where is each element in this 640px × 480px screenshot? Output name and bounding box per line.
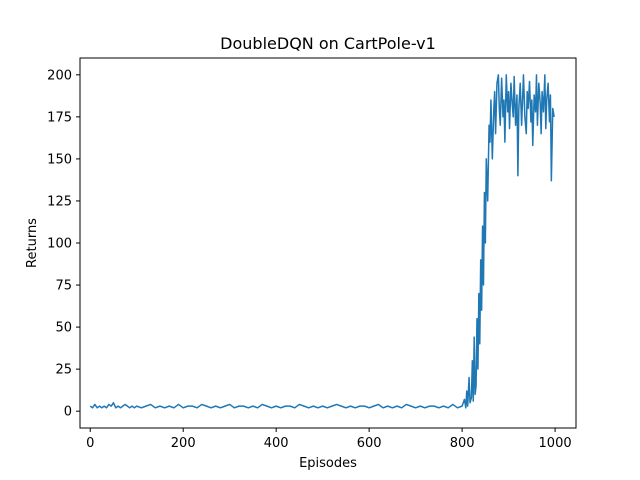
y-tick-label: 25 (55, 363, 72, 378)
chart-title: DoubleDQN on CartPole-v1 (220, 34, 436, 53)
x-axis: 0 200 400 600 800 1000 (86, 428, 572, 451)
y-tick-label: 175 (47, 110, 72, 125)
x-axis-label: Episodes (299, 456, 357, 471)
x-tick-label: 400 (264, 436, 289, 451)
y-tick-label: 50 (55, 321, 72, 336)
x-tick-label: 0 (86, 436, 94, 451)
y-tick-label: 75 (55, 279, 72, 294)
y-tick-label: 200 (47, 68, 72, 83)
x-tick-label: 800 (450, 436, 475, 451)
plot-background (80, 58, 576, 428)
series-layer (89, 74, 555, 409)
series-line-1 (89, 74, 555, 409)
y-axis-label: Returns (25, 218, 40, 268)
y-tick-label: 125 (47, 194, 72, 209)
x-tick-label: 200 (171, 436, 196, 451)
x-tick-label: 600 (357, 436, 382, 451)
y-axis: 0 25 50 75 100 125 150 175 200 (47, 68, 80, 420)
y-tick-label: 100 (47, 237, 72, 252)
y-tick-label: 150 (47, 152, 72, 167)
plot-area (79, 57, 577, 429)
y-tick-label: 0 (64, 405, 72, 420)
x-tick-label: 1000 (539, 436, 572, 451)
